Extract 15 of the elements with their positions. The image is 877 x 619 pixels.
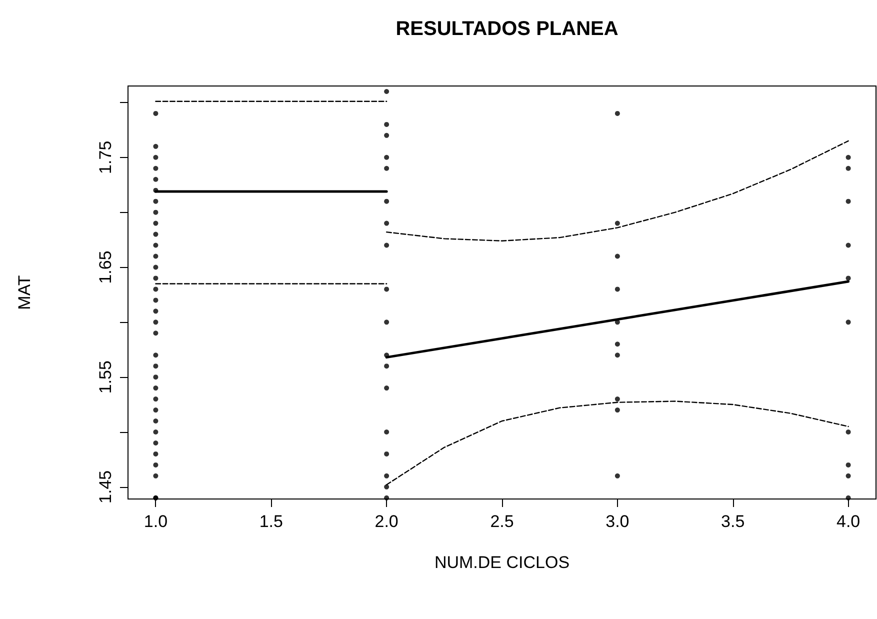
y-tick-label: 1.75 bbox=[96, 140, 115, 174]
x-tick-label: 1.0 bbox=[144, 512, 168, 531]
x-tick-label: 2.0 bbox=[374, 512, 398, 531]
line-series bbox=[386, 140, 849, 242]
chart-title: RESULTADOS PLANEA bbox=[396, 18, 618, 40]
x-tick-label: 4.0 bbox=[836, 512, 860, 531]
y-tick-label: 1.45 bbox=[96, 470, 115, 504]
x-tick-label: 3.0 bbox=[606, 512, 630, 531]
x-tick-label: 2.5 bbox=[490, 512, 514, 531]
y-tick-label: 1.55 bbox=[96, 360, 115, 394]
x-axis-title: NUM.DE CICLOS bbox=[434, 553, 570, 572]
y-axis-title: MAT bbox=[15, 275, 34, 310]
x-tick-label: 1.5 bbox=[259, 512, 283, 531]
y-tick-label: 1.65 bbox=[96, 250, 115, 284]
x-tick-label: 3.5 bbox=[721, 512, 745, 531]
